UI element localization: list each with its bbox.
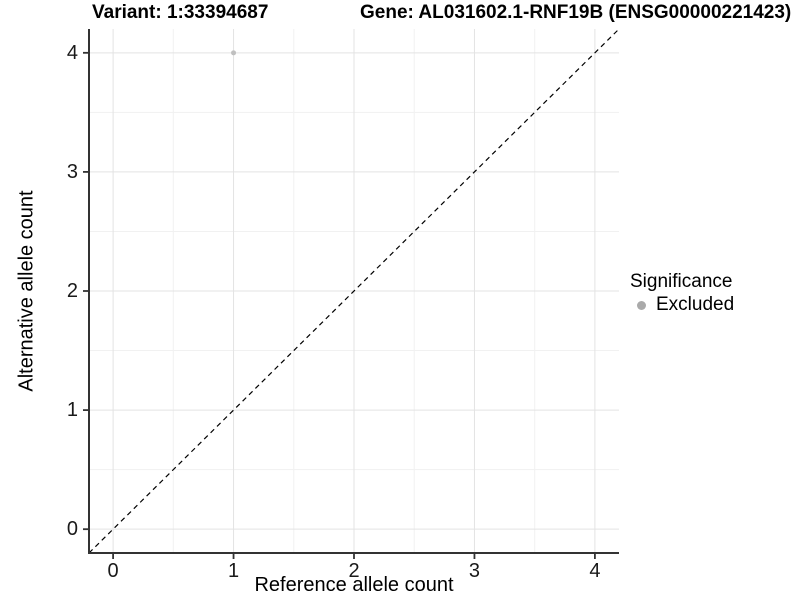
x-axis-title: Reference allele count xyxy=(254,574,454,596)
y-axis-title: Alternative allele count xyxy=(15,190,38,392)
x-tick-label: 2 xyxy=(348,560,360,582)
y-tick-label: 1 xyxy=(66,399,78,422)
legend-point-icon xyxy=(636,300,646,310)
x-tick-label: 1 xyxy=(227,560,240,582)
legend-entry-label: Excluded xyxy=(656,294,735,315)
legend: Significance Excluded xyxy=(630,271,734,316)
data-point xyxy=(231,50,237,56)
legend-key xyxy=(630,300,652,310)
variant-title: Variant: 1:33394687 xyxy=(92,2,269,23)
y-tick-label: 0 xyxy=(66,518,78,541)
legend-entries: Excluded xyxy=(630,294,734,316)
gene-title: Gene: AL031602.1-RNF19B (ENSG00000221423… xyxy=(360,2,792,23)
y-tick-label: 3 xyxy=(66,160,78,183)
identity-line xyxy=(88,28,620,554)
x-tick-label: 4 xyxy=(589,560,601,582)
legend-entry: Excluded xyxy=(630,294,734,316)
x-tick-label: 0 xyxy=(107,560,119,582)
y-tick-label: 2 xyxy=(66,280,78,302)
x-tick-label: 3 xyxy=(468,560,481,582)
legend-title: Significance xyxy=(630,271,733,292)
y-tick-label: 4 xyxy=(66,41,78,64)
